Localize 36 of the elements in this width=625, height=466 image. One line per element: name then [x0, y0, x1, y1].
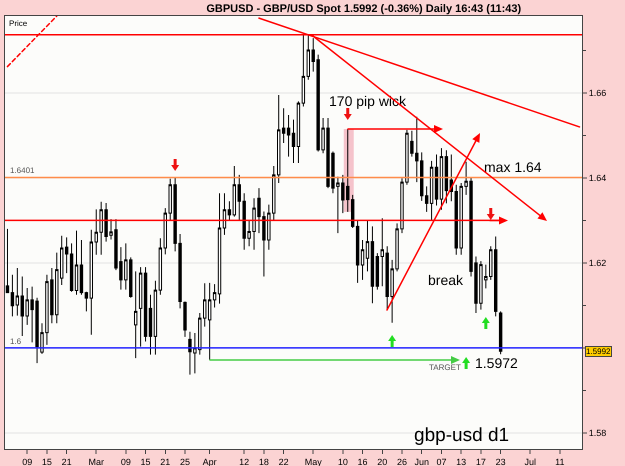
y-tick-label: 1.58 [588, 428, 606, 438]
x-tick-label: Jun [414, 456, 429, 466]
x-tick-label: 23 [496, 456, 506, 466]
x-tick-label: 17 [476, 456, 486, 466]
x-tick-label: 18 [258, 456, 269, 466]
x-tick-label: 12 [239, 456, 250, 466]
x-tick-label: 26 [396, 456, 408, 466]
x-tick-label: 15 [42, 456, 52, 466]
y-tick-label: 1.62 [588, 258, 606, 268]
y-axis-title: Price [9, 19, 28, 28]
x-tick-label: 09 [22, 456, 32, 466]
text: 1.5992 [586, 347, 612, 356]
annotation: 1.5972 [475, 355, 518, 371]
x-tick-label: 15 [140, 456, 151, 466]
x-tick-label: 21 [62, 456, 72, 466]
annotation: gbp-usd d1 [414, 425, 510, 446]
annotation: max 1.64 [484, 159, 542, 175]
x-tick-label: 09 [120, 456, 131, 466]
x-tick-label: 13 [456, 456, 466, 466]
ref-line-label: 1.6401 [10, 166, 36, 175]
chart-title: GBPUSD - GBP/USD Spot 1.5992 (-0.36%) Daily 16:43 (11:43) [206, 2, 522, 15]
x-tick-label: 07 [436, 456, 446, 466]
x-tick-label: 22 [278, 456, 289, 466]
x-tick-label: 16 [358, 456, 368, 466]
x-tick-label: 11 [555, 456, 564, 466]
x-tick-label: 21 [160, 456, 170, 466]
annotation: TARGET [429, 363, 461, 372]
x-tick-label: 10 [338, 456, 348, 466]
x-tick-label: 20 [377, 456, 388, 466]
y-tick-label: 1.64 [588, 173, 606, 184]
ref-line-label: 1.6 [10, 337, 22, 346]
x-tick-label: Mar [88, 456, 104, 466]
y-tick-label: 1.66 [588, 88, 606, 98]
annotation: break [428, 272, 464, 288]
x-tick-label: 25 [180, 456, 190, 466]
x-tick-label: Jul [524, 456, 536, 466]
